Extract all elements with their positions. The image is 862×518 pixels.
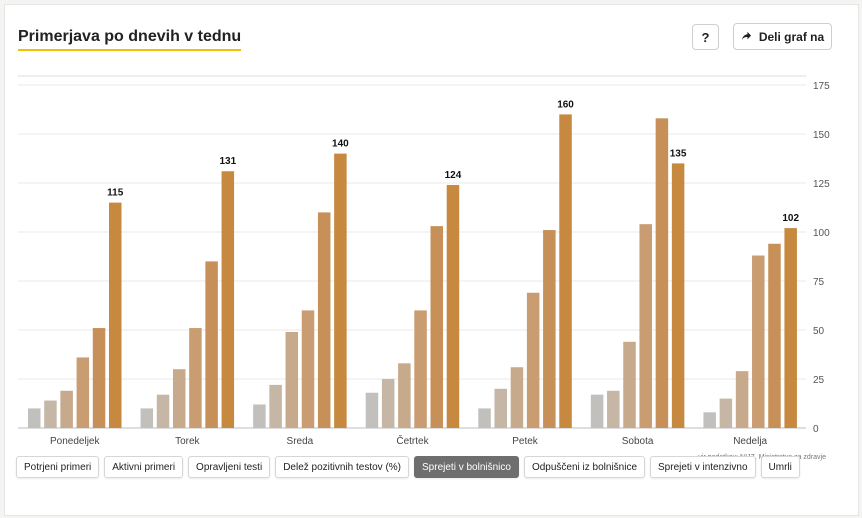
x-tick-label: Sobota [622, 436, 654, 447]
bar [526, 292, 540, 428]
tab-umrli[interactable]: Umrli [760, 456, 800, 478]
bar [398, 363, 411, 428]
bar [510, 367, 524, 428]
bar [334, 153, 347, 428]
bar [253, 404, 266, 428]
bar [623, 341, 636, 428]
bar [172, 369, 186, 428]
share-button[interactable]: Deli graf na [733, 23, 832, 50]
bar [301, 310, 315, 428]
bar [60, 390, 73, 428]
data-label: 124 [445, 170, 462, 181]
x-tick-label: Petek [512, 436, 539, 447]
bar [784, 228, 797, 428]
bar [559, 114, 572, 429]
bar [269, 384, 282, 428]
bar [140, 408, 154, 428]
bar [655, 118, 669, 428]
x-tick-label: Nedelja [733, 436, 767, 447]
bar [494, 388, 507, 428]
tab-opravljeni-testi[interactable]: Opravljeni testi [188, 456, 271, 478]
y-tick-label: 75 [813, 277, 825, 288]
bar [44, 400, 57, 428]
bar [735, 371, 749, 428]
data-label: 131 [219, 156, 236, 167]
page-title: Primerjava po dnevih v tednu [18, 28, 242, 51]
y-tick-label: 125 [813, 179, 830, 190]
tab-sprejeti-v-bolni-nico[interactable]: Sprejeti v bolnišnico [414, 456, 519, 478]
bar [752, 255, 765, 428]
bar [205, 261, 218, 428]
y-tick-label: 25 [813, 375, 825, 386]
share-button-label: Deli graf na [758, 29, 825, 44]
y-tick-label: 150 [813, 130, 830, 141]
bar [446, 184, 460, 428]
data-label: 160 [557, 99, 574, 110]
bar [478, 408, 491, 428]
bar [221, 171, 235, 429]
metric-tabs: Potrjeni primeri Aktivni primeri Opravljen… [16, 456, 800, 478]
y-tick-label: 50 [813, 326, 825, 337]
y-tick-label: 0 [813, 424, 819, 435]
tab-dele-pozitivnih-testov[interactable]: Delež pozitivnih testov (%) [275, 456, 410, 478]
bar [414, 310, 427, 428]
x-tick-label: Četrtek [396, 434, 429, 447]
bar [719, 398, 733, 428]
bar [430, 226, 444, 428]
bar [28, 408, 41, 428]
bar [76, 357, 90, 428]
bar [768, 243, 781, 428]
help-button[interactable]: ? [692, 24, 719, 50]
y-tick-label: 175 [813, 81, 830, 92]
data-label: 102 [782, 213, 799, 224]
tab-potrjeni-primeri[interactable]: Potrjeni primeri [16, 456, 100, 478]
bar [639, 224, 652, 428]
bar [109, 202, 122, 428]
data-label: 115 [107, 188, 124, 199]
bar [381, 379, 395, 428]
x-tick-label: Ponedeljek [50, 436, 100, 447]
bar [607, 390, 620, 428]
data-label: 135 [670, 148, 687, 159]
bar [365, 392, 379, 428]
tab-aktivni-primeri[interactable]: Aktivni primeri [104, 456, 184, 478]
share-arrow-icon [741, 31, 751, 41]
bar [189, 328, 202, 428]
x-tick-label: Torek [175, 436, 200, 447]
bar [156, 394, 170, 428]
bar [285, 331, 299, 428]
x-tick-label: Sreda [287, 436, 314, 447]
bar [317, 212, 331, 428]
data-label: 140 [332, 139, 349, 150]
tab-sprejeti-v-intenzivno[interactable]: Sprejeti v intenzivno [650, 456, 756, 478]
tab-odpu-eni-iz-bolni-nice[interactable]: Odpuščeni iz bolnišnice [523, 456, 646, 478]
bar [703, 412, 716, 428]
bar [671, 163, 685, 428]
y-tick-label: 100 [813, 228, 830, 239]
bar [92, 328, 106, 428]
bar [543, 230, 556, 428]
bar [590, 394, 604, 428]
